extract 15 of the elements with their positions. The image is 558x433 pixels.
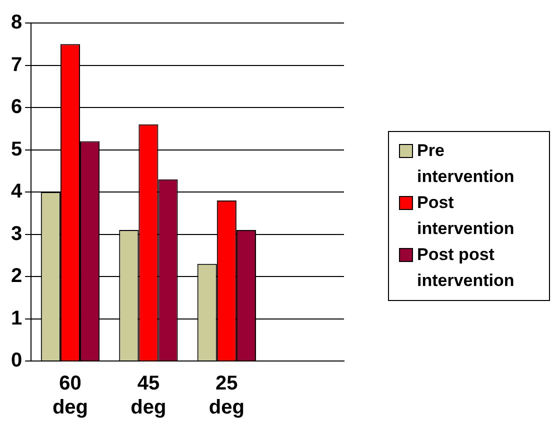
y-tick-label: 6 [11, 96, 22, 118]
y-tick-label: 0 [11, 350, 22, 372]
legend-label: Pre intervention [417, 140, 516, 188]
y-tick-label: 7 [11, 54, 22, 76]
x-tick-label: 45 deg [130, 372, 166, 419]
x-tick-label: 60 deg [52, 372, 88, 419]
legend-label: Post post intervention [417, 244, 516, 292]
y-tick-label: 2 [11, 265, 22, 288]
y-tick-label: 4 [11, 180, 23, 203]
y-tick-label: 3 [11, 222, 22, 245]
y-tick-label: 1 [11, 307, 22, 330]
legend-label: Post intervention [417, 192, 516, 240]
y-tick-label: 8 [11, 12, 22, 34]
x-tick-label: 25 deg [208, 372, 244, 419]
y-tick-label: 5 [11, 138, 22, 160]
